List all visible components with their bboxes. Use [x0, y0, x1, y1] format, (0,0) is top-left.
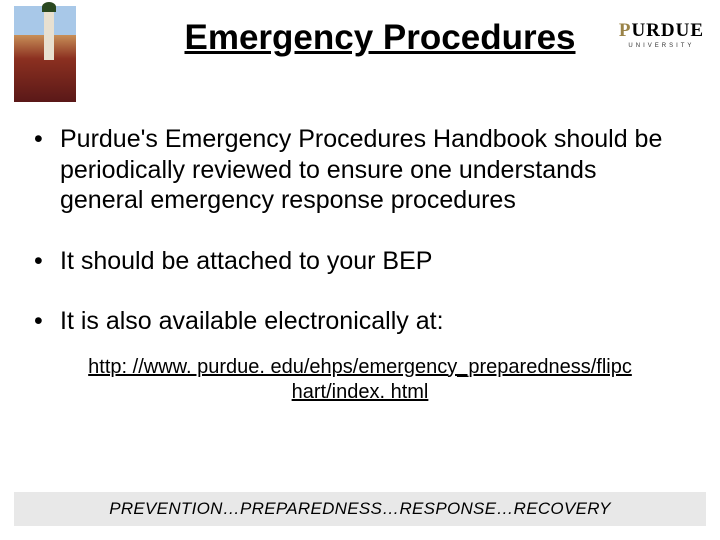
logo-subtext: UNIVERSITY — [619, 43, 704, 49]
bullet-item: It is also available electronically at: — [34, 306, 686, 337]
logo-wordmark: PURDUE — [619, 20, 704, 42]
purdue-logo: PURDUE UNIVERSITY — [619, 20, 704, 49]
slide-content: Purdue's Emergency Procedures Handbook s… — [0, 100, 720, 405]
logo-letter-p: P — [619, 20, 632, 41]
handbook-link[interactable]: http: //www. purdue. edu/ehps/emergency_… — [34, 355, 686, 405]
bullet-item: Purdue's Emergency Procedures Handbook s… — [34, 124, 686, 216]
link-line-2: hart/index. html — [292, 381, 429, 403]
campus-photo — [14, 6, 76, 102]
link-line-1: http: //www. purdue. edu/ehps/emergency_… — [88, 356, 632, 378]
slide-header: Emergency Procedures PURDUE UNIVERSITY — [0, 0, 720, 100]
logo-rest: URDUE — [631, 20, 704, 41]
bell-tower — [44, 8, 54, 60]
bullet-item: It should be attached to your BEP — [34, 246, 686, 277]
bullet-list: Purdue's Emergency Procedures Handbook s… — [34, 124, 686, 337]
slide-footer: PREVENTION…PREPAREDNESS…RESPONSE…RECOVER… — [14, 492, 706, 526]
bell-tower-dome — [42, 2, 56, 12]
